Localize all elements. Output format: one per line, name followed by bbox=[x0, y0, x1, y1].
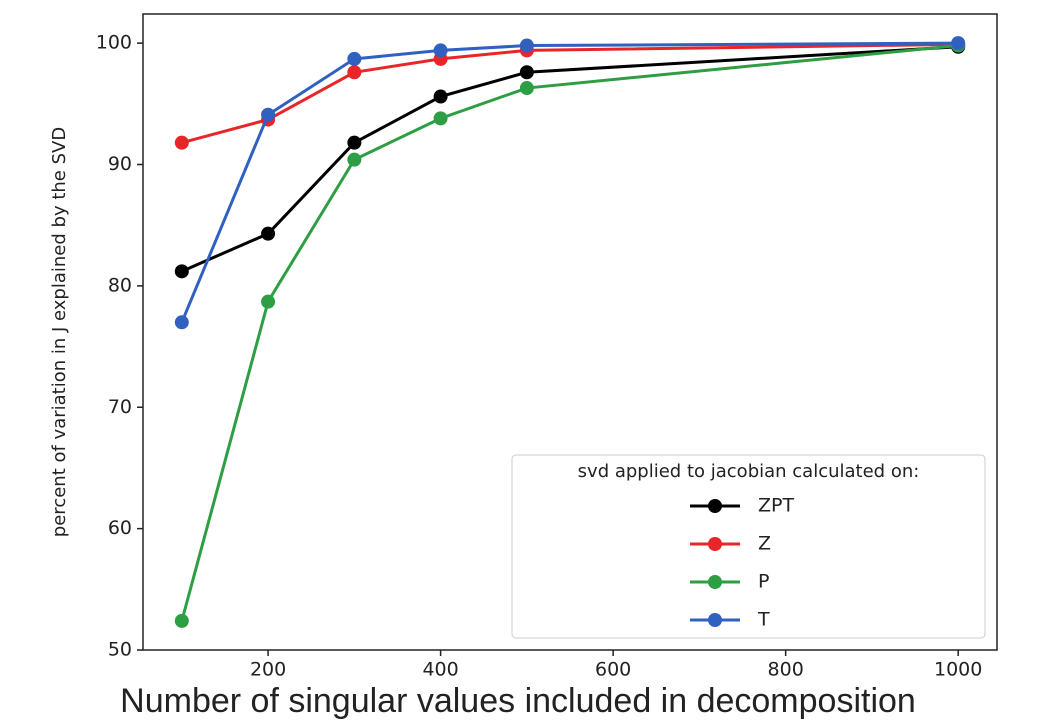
data-point bbox=[519, 81, 534, 96]
plot-frame bbox=[142, 13, 998, 651]
legend-label: T bbox=[757, 609, 770, 631]
data-point bbox=[174, 135, 189, 150]
data-point bbox=[261, 107, 276, 122]
x-tick-label: 600 bbox=[595, 659, 631, 681]
x-tick-label: 800 bbox=[768, 659, 804, 681]
x-tick-label: 200 bbox=[250, 659, 286, 681]
series-line bbox=[181, 42, 959, 145]
legend-marker bbox=[708, 499, 722, 513]
series-line bbox=[180, 41, 959, 323]
y-tick-label: 100 bbox=[96, 32, 132, 54]
data-point bbox=[174, 613, 189, 628]
legend-box bbox=[511, 454, 986, 639]
y-tick-label: 50 bbox=[108, 639, 132, 661]
legend-marker bbox=[708, 537, 722, 551]
legend-label: Z bbox=[758, 533, 771, 555]
data-point bbox=[433, 43, 448, 58]
x-axis-title: Number of singular values included in de… bbox=[120, 682, 916, 720]
data-point bbox=[433, 111, 448, 126]
data-point bbox=[347, 152, 362, 167]
y-axis-title: percent of variation in J explained by t… bbox=[49, 127, 70, 537]
legend-label: P bbox=[758, 571, 769, 593]
data-point bbox=[174, 264, 189, 279]
data-point bbox=[519, 65, 534, 80]
data-point bbox=[347, 135, 362, 150]
legend-title: svd applied to jacobian calculated on: bbox=[578, 461, 920, 482]
y-tick-label: 70 bbox=[108, 396, 132, 418]
data-point bbox=[174, 315, 189, 330]
legend-label: ZPT bbox=[758, 495, 794, 517]
data-point bbox=[347, 51, 362, 66]
data-point bbox=[347, 65, 362, 80]
data-point bbox=[261, 226, 276, 241]
y-tick-label: 60 bbox=[108, 517, 132, 539]
x-tick-label: 400 bbox=[422, 659, 458, 681]
data-point bbox=[519, 38, 534, 53]
data-point bbox=[261, 294, 276, 309]
series-line bbox=[181, 45, 959, 273]
legend-marker bbox=[708, 613, 722, 627]
data-point bbox=[951, 36, 966, 51]
legend-marker bbox=[708, 575, 722, 589]
y-tick-label: 80 bbox=[108, 274, 132, 296]
x-tick-label: 1000 bbox=[934, 659, 982, 681]
y-tick-label: 90 bbox=[108, 153, 132, 175]
series-line bbox=[180, 44, 959, 622]
data-point bbox=[433, 89, 448, 104]
